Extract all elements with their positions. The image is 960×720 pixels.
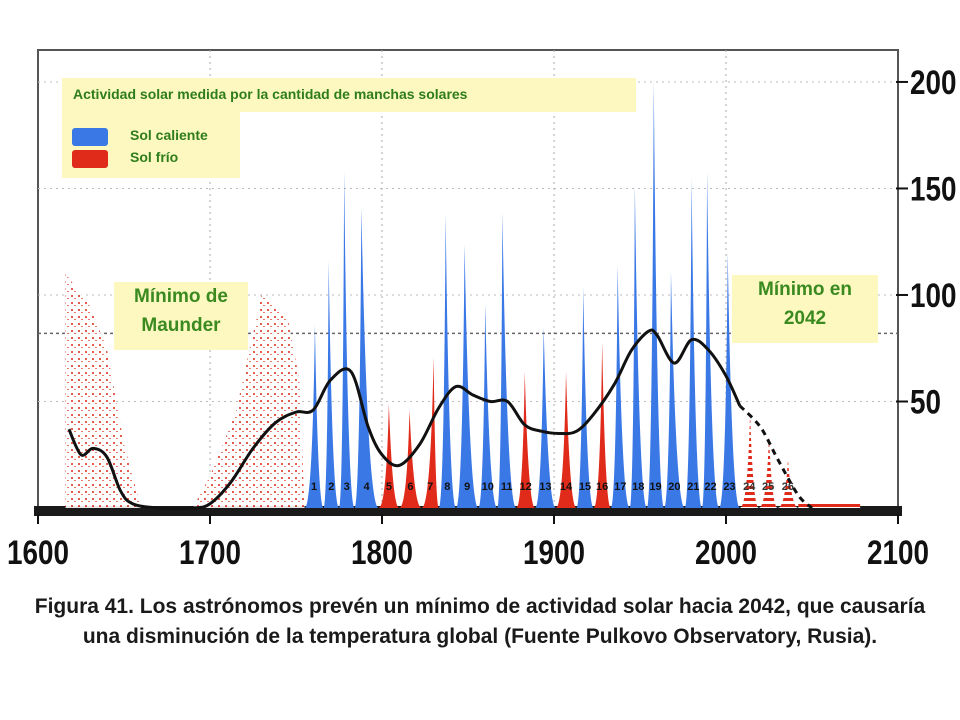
x-tick-label: 1600 [7,533,69,571]
early-records-speckle [65,273,142,508]
smoothed-curves [67,328,814,511]
cycle-label-5: 5 [386,481,392,493]
maunder-line-1: Mínimo de [134,286,228,307]
y-tick-label: 100 [910,276,957,314]
cycle-label-12: 12 [519,481,531,493]
x-tick-label: 1900 [523,533,585,571]
x-tick-label: 2000 [695,533,757,571]
cycle-bar-4 [354,207,379,508]
cycle-label-19: 19 [649,481,661,493]
cycle-bar-9 [455,243,479,508]
legend-item-cold: Sol frío [72,149,242,168]
cycle-bar-15 [576,286,594,508]
cycle-bar-10 [478,303,498,508]
cycle-bar-18 [629,184,647,508]
forecast-tail [798,501,861,508]
cycle-label-18: 18 [632,481,644,493]
minimum-2042-callout: Mínimo en 2042 [732,275,878,343]
cycle-bar-12 [516,371,536,508]
legend-label-hot: Sol caliente [130,127,208,143]
cycle-label-16: 16 [596,481,608,493]
maunder-minimum-callout: Mínimo de Maunder [114,282,248,350]
cycle-label-20: 20 [668,481,680,493]
cycle-bar-7 [421,356,439,508]
cycle-bar-24 [739,412,759,508]
figure-caption: Figura 41. Los astrónomos prevén un míni… [34,595,926,648]
cycle-label-9: 9 [464,481,470,493]
y-tick-label: 200 [910,63,957,101]
cycle-bar-8 [438,214,456,509]
cycle-label-22: 22 [704,481,716,493]
legend-swatch-hot [72,128,108,146]
chart-title-box: Actividad solar medida por la cantidad d… [62,78,636,112]
y-tick-label: 50 [910,383,941,421]
cycle-bar-5 [378,403,400,508]
cycle-bar-11 [497,211,517,508]
cycle-bar-1 [304,324,324,508]
maunder-line-2: Maunder [141,315,221,336]
cycle-label-25: 25 [762,481,774,493]
y-axis-ticks: 50 100 150 200 [896,63,957,421]
cycle-bar-17 [610,265,630,508]
maunder-speckle-area [65,273,305,508]
legend-swatch-cold [72,150,108,168]
cycle-label-23: 23 [723,481,735,493]
x-axis-ticks: 1600 1700 1800 1900 2000 2100 [7,514,929,572]
cycle-label-2: 2 [328,481,334,493]
min2042-line-1: Mínimo en [758,279,852,300]
min2042-line-2: 2042 [783,308,827,329]
cycle-bar-13 [535,326,556,508]
cycle-label-17: 17 [614,481,626,493]
cycle-bar-16 [593,341,611,508]
legend-item-hot: Sol caliente [72,127,242,146]
cycle-bar-14 [555,371,577,508]
cycle-bar-2 [323,260,339,508]
cycle-label-6: 6 [407,481,413,493]
cycle-label-13: 13 [539,481,551,493]
cycle-bar-26 [777,459,799,508]
cycle-label-1: 1 [311,481,317,493]
cycle-bars [304,79,861,509]
cycle-bar-19 [646,79,665,509]
cycle-label-8: 8 [444,481,450,493]
cycle-labels: 1 2 3 4 5 6 7 8 9 10 11 12 13 14 15 16 17 18 19 20 21 22 23 24 2… [311,481,794,493]
cycle-label-24: 24 [743,481,756,493]
y-tick-label: 150 [910,170,957,208]
x-axis-bar [34,506,902,516]
x-tick-label: 1700 [179,533,241,571]
cycle-bar-3 [339,171,355,508]
cycle-bar-22 [701,171,720,508]
cycle-label-21: 21 [687,481,699,493]
cycle-label-11: 11 [501,481,513,493]
cycle-label-26: 26 [782,481,794,493]
chart-title: Actividad solar medida por la cantidad d… [73,86,468,102]
late-records-speckle [192,294,305,508]
cycle-bar-25 [758,435,778,508]
cycle-bar-20 [664,271,685,508]
x-tick-label: 1800 [351,533,413,571]
cycle-label-10: 10 [482,481,494,493]
smoothed-activity-line [67,328,742,511]
forecast-trend-line [738,404,814,510]
cycle-bar-6 [399,410,422,508]
x-tick-label: 2100 [867,533,929,571]
cycle-label-7: 7 [427,481,433,493]
cycle-label-4: 4 [363,481,370,493]
cycle-label-14: 14 [560,481,573,493]
cycle-label-3: 3 [344,481,350,493]
legend: Sol caliente Sol frío [62,112,240,178]
cycle-label-15: 15 [579,481,591,493]
legend-label-cold: Sol frío [130,149,179,165]
cycle-bar-21 [684,177,702,508]
